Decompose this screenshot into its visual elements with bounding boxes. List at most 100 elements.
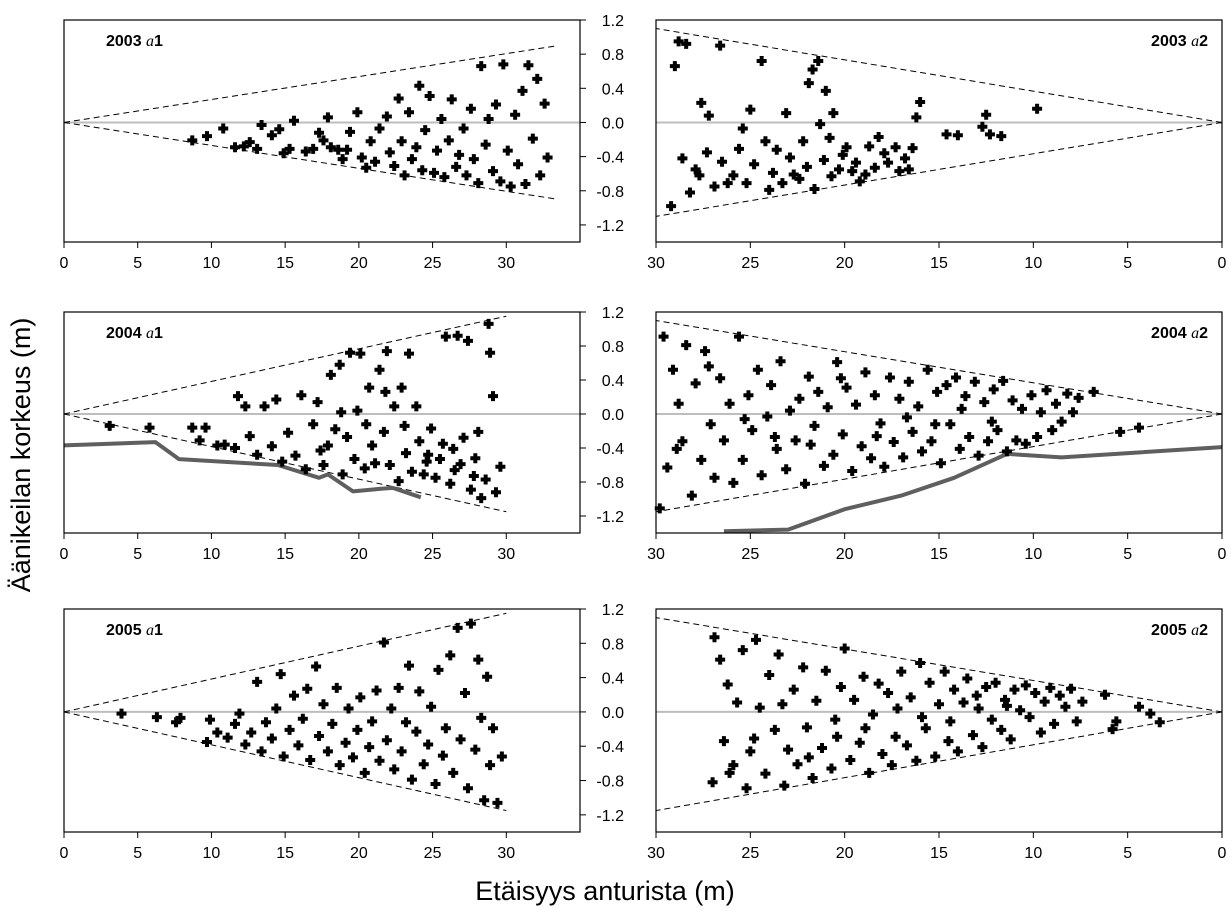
data-point xyxy=(1011,435,1022,446)
data-point xyxy=(426,701,437,712)
data-point xyxy=(977,121,988,132)
y-tick-label: 0.0 xyxy=(602,115,624,132)
data-point xyxy=(654,503,665,514)
data-point xyxy=(858,671,869,682)
data-point xyxy=(737,645,748,656)
data-point xyxy=(756,55,767,66)
data-point xyxy=(490,487,501,498)
data-point xyxy=(496,751,507,762)
data-point xyxy=(709,472,720,483)
data-point xyxy=(305,754,316,765)
data-point xyxy=(864,141,875,152)
x-tick-label: 30 xyxy=(497,546,515,563)
data-point xyxy=(864,767,875,778)
data-point xyxy=(252,676,263,687)
data-point xyxy=(430,472,441,483)
data-point xyxy=(218,123,229,134)
data-point xyxy=(234,708,245,719)
data-point xyxy=(894,393,905,404)
data-point xyxy=(246,727,257,738)
data-point xyxy=(801,722,812,733)
data-point xyxy=(423,739,434,750)
data-point xyxy=(911,112,922,123)
y-tick-label: 0.4 xyxy=(602,373,624,390)
data-point xyxy=(718,435,729,446)
data-point xyxy=(996,724,1007,735)
panel-label-number: 2 xyxy=(1199,622,1208,639)
data-point xyxy=(401,448,412,459)
data-point xyxy=(871,431,882,442)
data-point xyxy=(749,733,760,744)
data-point xyxy=(890,731,901,742)
x-tick-label: 20 xyxy=(836,255,854,272)
y-tick-label: 0.4 xyxy=(602,671,624,688)
data-point xyxy=(417,165,428,176)
data-point xyxy=(1088,386,1099,397)
data-point xyxy=(517,85,528,96)
data-point xyxy=(527,133,538,144)
data-point xyxy=(986,714,997,725)
data-point xyxy=(429,167,440,178)
data-point xyxy=(359,463,370,474)
data-point xyxy=(378,637,389,648)
data-point xyxy=(834,164,845,175)
data-point xyxy=(869,162,880,173)
data-point xyxy=(724,398,735,409)
data-point xyxy=(399,420,410,431)
data-point xyxy=(520,178,531,189)
y-axis-title: Äänikeilan korkeus (m) xyxy=(6,318,36,593)
data-point xyxy=(352,405,363,416)
data-point xyxy=(1017,403,1028,414)
data-point xyxy=(728,477,739,488)
data-point xyxy=(673,398,684,409)
data-point xyxy=(406,466,417,477)
data-point xyxy=(275,669,286,680)
x-tick-label: 25 xyxy=(741,845,759,862)
data-point xyxy=(883,688,894,699)
data-point xyxy=(266,733,277,744)
data-point xyxy=(204,714,215,725)
data-point xyxy=(418,469,429,480)
data-point xyxy=(1032,103,1043,114)
x-tick-label: 0 xyxy=(60,255,69,272)
data-point xyxy=(1032,431,1043,442)
data-point xyxy=(1050,398,1061,409)
data-point xyxy=(274,124,285,135)
x-tick-label: 15 xyxy=(276,255,294,272)
data-point xyxy=(890,142,901,153)
data-point xyxy=(907,426,918,437)
data-point xyxy=(345,347,356,358)
y-tick-label: 0.8 xyxy=(602,47,624,64)
data-point xyxy=(424,90,435,101)
data-point xyxy=(749,159,760,170)
data-point xyxy=(230,718,241,729)
data-point xyxy=(371,685,382,696)
y-tick-label: -0.4 xyxy=(596,739,624,756)
data-point xyxy=(342,431,353,442)
data-point xyxy=(1111,716,1122,727)
y-tick-label: -0.4 xyxy=(596,150,624,167)
y-tick-label: 0.8 xyxy=(602,339,624,356)
data-point xyxy=(794,173,805,184)
panel-label-letter: a xyxy=(1191,622,1199,639)
x-tick-label: 20 xyxy=(350,546,368,563)
data-point xyxy=(828,108,839,119)
data-point xyxy=(403,107,414,118)
data-point xyxy=(992,425,1003,436)
data-point xyxy=(867,709,878,720)
x-tick-label: 15 xyxy=(930,546,948,563)
data-point xyxy=(297,713,308,724)
data-point xyxy=(370,458,381,469)
data-point xyxy=(666,201,677,212)
data-point xyxy=(1062,388,1073,399)
data-point xyxy=(440,331,451,342)
data-point xyxy=(732,697,743,708)
data-point xyxy=(684,187,695,198)
data-point xyxy=(446,94,457,105)
data-point xyxy=(355,692,366,703)
data-point xyxy=(784,405,795,416)
data-point xyxy=(337,469,348,480)
panel-label-letter: a xyxy=(146,622,154,639)
data-point xyxy=(779,780,790,791)
y-tick-label: -0.4 xyxy=(596,441,624,458)
